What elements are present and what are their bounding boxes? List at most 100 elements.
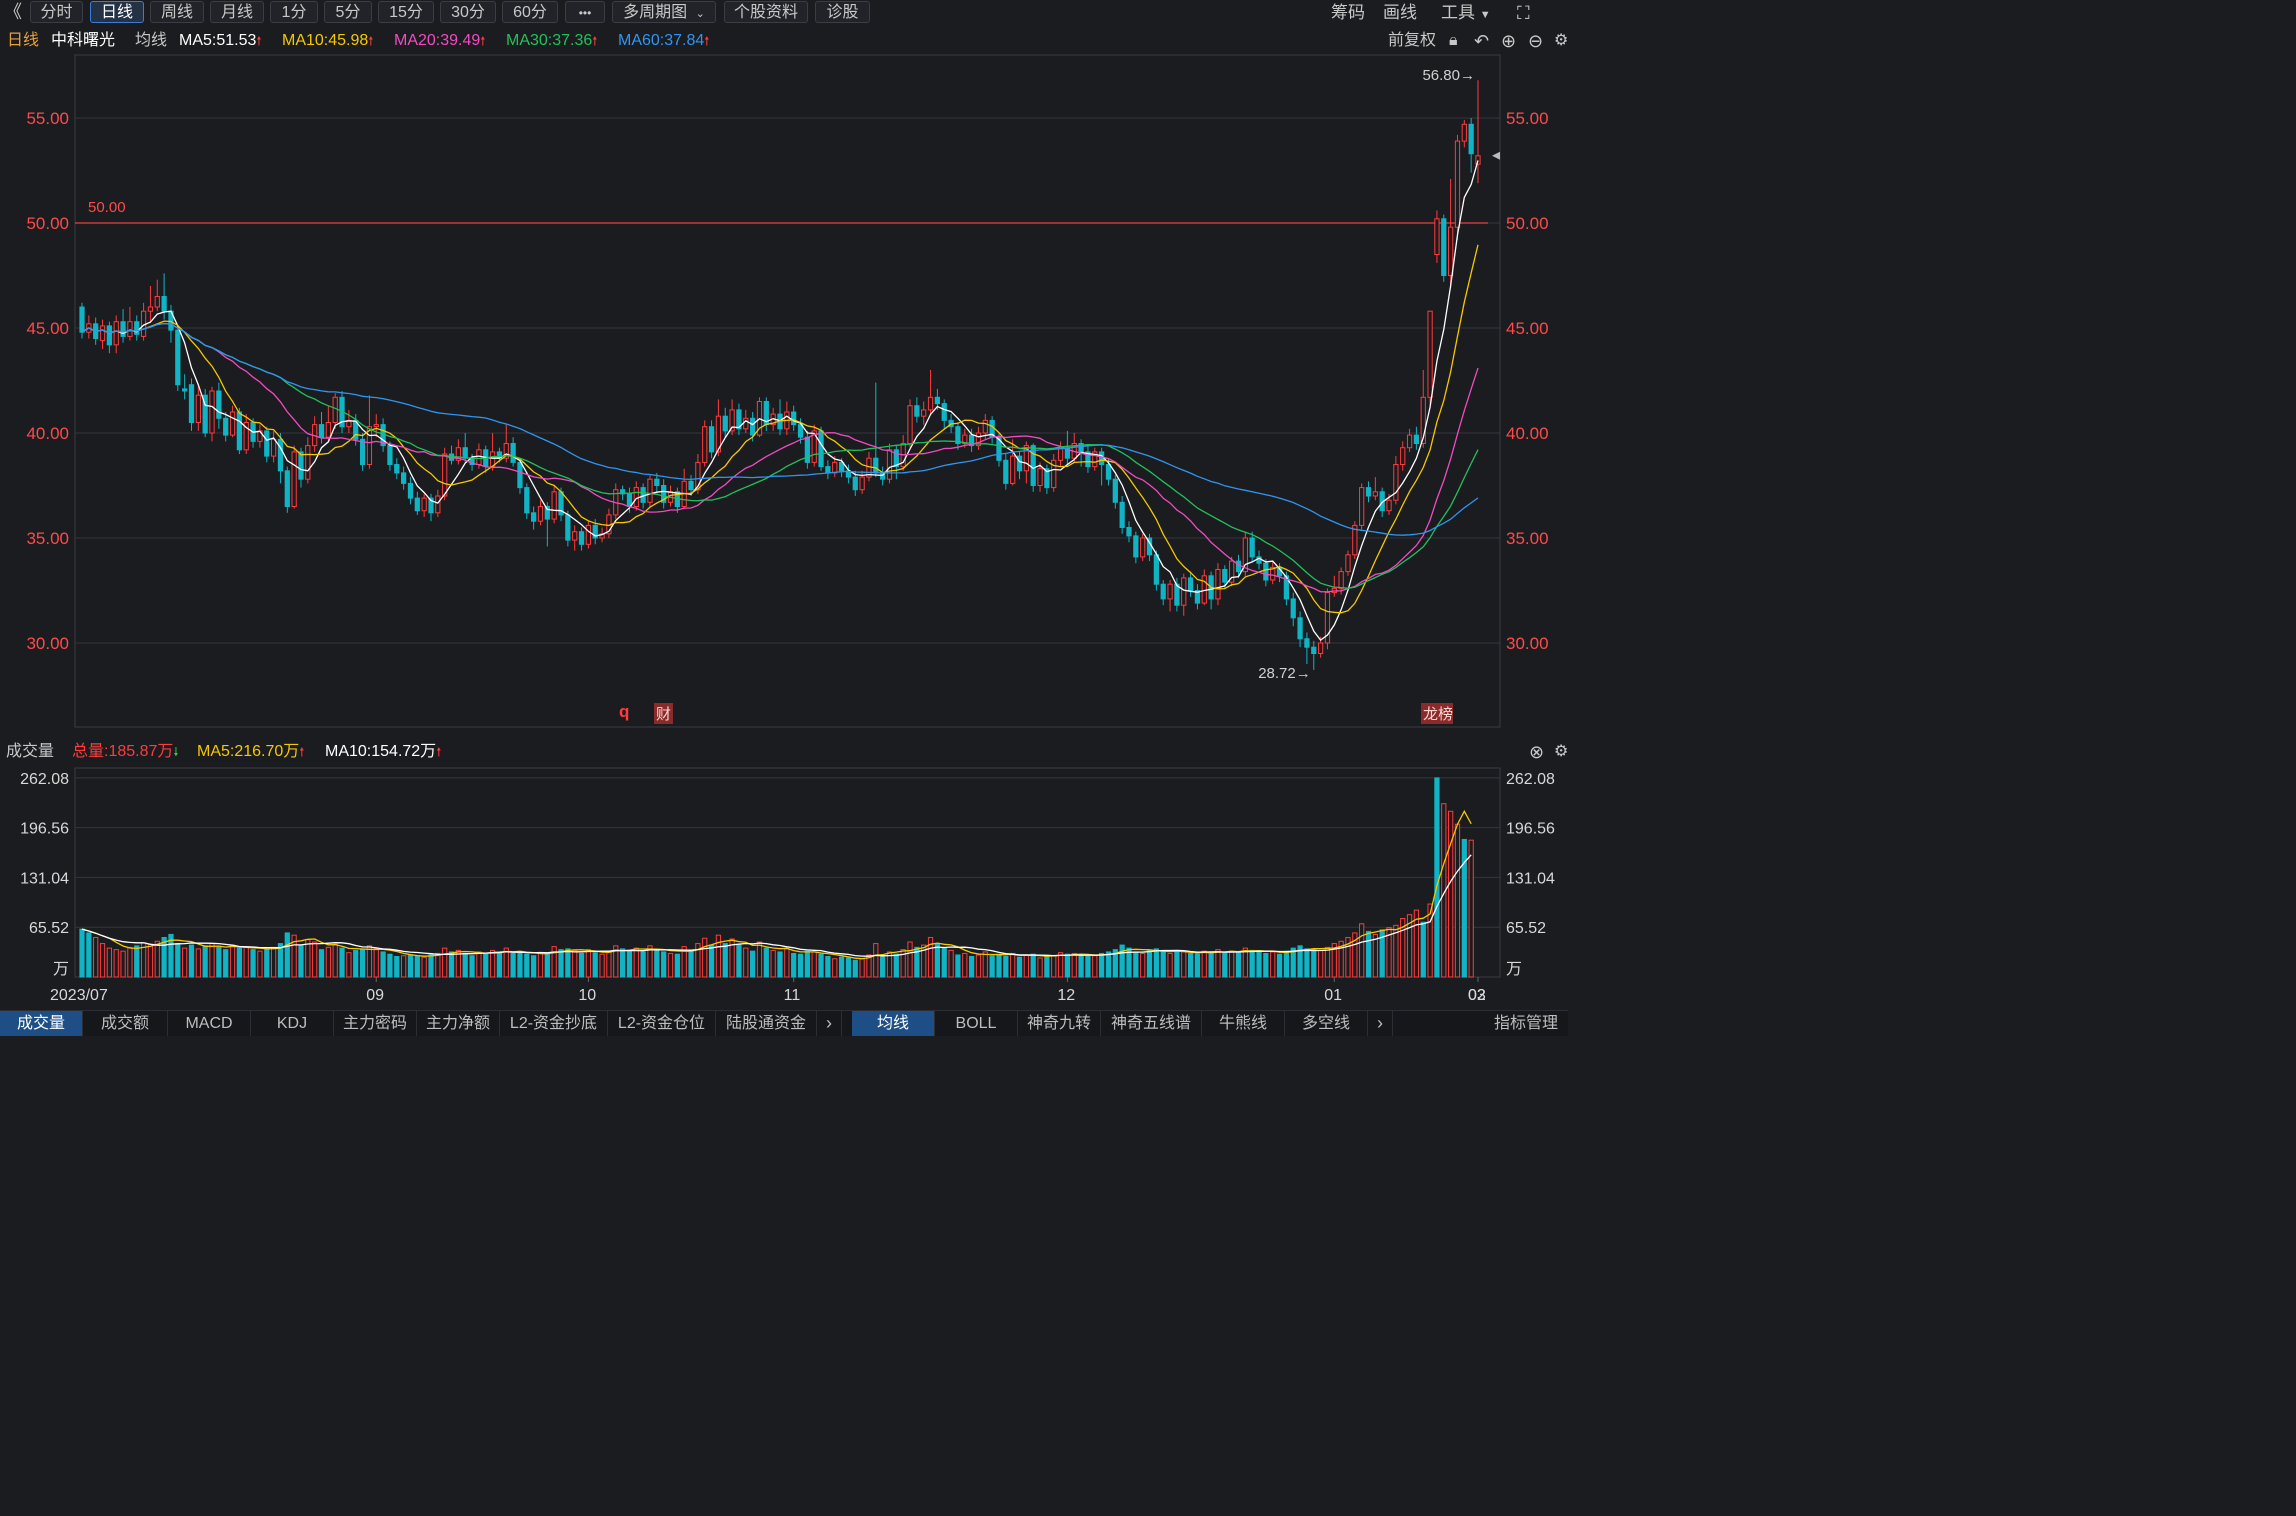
- volume-bar-down: [414, 955, 420, 978]
- tab-bull-bear[interactable]: 牛熊线: [1202, 1011, 1285, 1036]
- volume-bar-up: [154, 940, 160, 978]
- tab-l2-bottom[interactable]: L2-资金抄底: [500, 1011, 608, 1036]
- zoom-in-icon[interactable]: ⊕: [1501, 31, 1517, 51]
- volume-settings-gear-icon[interactable]: ⚙: [1554, 743, 1569, 760]
- tab-macd[interactable]: MACD: [168, 1011, 251, 1036]
- ma60-value: MA60:37.84🠕: [618, 32, 710, 49]
- volume-bar-down: [353, 949, 359, 978]
- candle-down: [524, 487, 530, 514]
- more-button[interactable]: •••: [565, 1, 605, 23]
- draw-button[interactable]: 画线: [1383, 3, 1417, 22]
- adjust-mode-button[interactable]: 前复权: [1388, 32, 1437, 49]
- volume-bar-up: [537, 952, 544, 978]
- kline-chart[interactable]: 55.00 55.00 50.00 50.00 45.00 45.00 40.00 40.00…: [0, 0, 1568, 1035]
- period-tab-1min[interactable]: 1分: [270, 1, 318, 23]
- period-tab-60min[interactable]: 60分: [502, 1, 558, 23]
- candle-up: [982, 419, 988, 434]
- candle-up: [1229, 560, 1235, 583]
- tab-long-short[interactable]: 多空线: [1285, 1011, 1368, 1036]
- volume-bar-down: [298, 944, 304, 978]
- price-tick-right: 35.00: [1506, 529, 1549, 548]
- tab-ma[interactable]: 均线: [852, 1011, 935, 1036]
- event-marker-dragon-tiger[interactable]: 龙榜: [1421, 703, 1453, 724]
- back-icon[interactable]: 《: [4, 2, 22, 22]
- candle-up: [1352, 524, 1358, 556]
- volume-bar-down: [592, 952, 598, 978]
- period-tab-daily[interactable]: 日线: [90, 1, 144, 23]
- chips-button[interactable]: 筹码: [1331, 3, 1365, 22]
- volume-bar-down: [578, 952, 585, 978]
- lock-icon[interactable]: 🔒︎: [1449, 32, 1458, 49]
- candle-up: [270, 438, 277, 457]
- candle-down: [353, 419, 359, 440]
- period-tab-weekly[interactable]: 周线: [150, 1, 204, 23]
- tools-button[interactable]: 工具 ▼: [1441, 2, 1491, 26]
- candle-down: [626, 493, 633, 507]
- price-tick-right: 50.00: [1506, 214, 1549, 233]
- period-tab-monthly[interactable]: 月线: [210, 1, 264, 23]
- period-tab-fenshi[interactable]: 分时: [30, 1, 83, 23]
- candle-down: [1003, 459, 1009, 484]
- event-marker-finance[interactable]: 财: [654, 703, 674, 724]
- candle-up: [1454, 140, 1461, 228]
- candle-up: [886, 449, 893, 480]
- candle-down: [1222, 569, 1228, 583]
- stock-profile-button[interactable]: 个股资料: [724, 1, 808, 23]
- volume-bar-up: [866, 954, 872, 978]
- candle-down: [578, 531, 585, 545]
- volume-bar-down: [1365, 930, 1372, 978]
- volume-bar-up: [346, 952, 352, 978]
- candle-down: [318, 424, 325, 438]
- candle-down: [914, 405, 920, 417]
- volume-bar-up: [1400, 917, 1406, 978]
- expand-icon[interactable]: ⛶: [1517, 3, 1530, 23]
- candle-up: [1324, 592, 1331, 644]
- volume-bar-up: [729, 938, 735, 978]
- volume-bar-up: [257, 950, 263, 978]
- volume-bar-up: [811, 951, 817, 978]
- volume-bar-down: [496, 952, 503, 978]
- zoom-out-icon[interactable]: ⊖: [1528, 31, 1544, 51]
- ma30-value: MA30:37.36🠕: [506, 32, 598, 49]
- tab-main-code[interactable]: 主力密码: [334, 1011, 417, 1036]
- tab-northbound[interactable]: 陆股通资金: [716, 1011, 817, 1036]
- tab-kdj[interactable]: KDJ: [251, 1011, 334, 1036]
- candle-down: [736, 409, 742, 430]
- volume-bar-down: [1174, 950, 1180, 978]
- settings-gear-icon[interactable]: ⚙: [1554, 32, 1569, 49]
- tab-magic-nine[interactable]: 神奇九转: [1018, 1011, 1101, 1036]
- tab-turnover[interactable]: 成交额: [83, 1011, 168, 1036]
- candle-up: [599, 533, 605, 539]
- price-tick-right: 45.00: [1506, 319, 1549, 338]
- multi-period-dropdown[interactable]: 多周期图 ⌄: [612, 1, 716, 23]
- x-tick-label: 11: [784, 987, 801, 1004]
- candle-down: [592, 524, 598, 539]
- candle-up: [1140, 537, 1146, 558]
- volume-bar-up: [476, 951, 482, 978]
- candle-down: [1126, 527, 1132, 537]
- tab-magic-five[interactable]: 神奇五线谱: [1101, 1011, 1202, 1036]
- close-icon[interactable]: ⊗: [1529, 742, 1545, 762]
- period-tab-15min[interactable]: 15分: [378, 1, 434, 23]
- indicator-manage-button[interactable]: 指标管理: [1493, 1015, 1558, 1032]
- volume-bar-down: [1064, 953, 1071, 978]
- candle-down: [1112, 478, 1118, 503]
- tab-boll[interactable]: BOLL: [935, 1011, 1018, 1036]
- candle-up: [537, 506, 544, 522]
- period-tab-5min[interactable]: 5分: [324, 1, 372, 23]
- volume-bar-up: [927, 936, 934, 978]
- volume-bar-down: [284, 932, 290, 978]
- tab-l2-position[interactable]: L2-资金仓位: [608, 1011, 716, 1036]
- volume-bar-down: [380, 951, 386, 978]
- volume-bar-up: [886, 951, 893, 978]
- tab-main-net[interactable]: 主力净额: [417, 1011, 500, 1036]
- diagnose-button[interactable]: 诊股: [815, 1, 870, 23]
- ma-legend: 日线 中科曙光 均线 MA5:51.53🠕 MA10:45.98🠕 MA20:3…: [0, 28, 1568, 54]
- event-marker-q[interactable]: q: [619, 702, 630, 721]
- tabs-right-next-icon[interactable]: ›: [1368, 1011, 1393, 1036]
- period-tab-30min[interactable]: 30分: [440, 1, 496, 23]
- undo-icon[interactable]: ↶: [1474, 31, 1490, 51]
- tabs-next-icon[interactable]: ›: [817, 1011, 842, 1036]
- volume-bar-up: [743, 947, 749, 978]
- tab-volume[interactable]: 成交量: [0, 1011, 83, 1036]
